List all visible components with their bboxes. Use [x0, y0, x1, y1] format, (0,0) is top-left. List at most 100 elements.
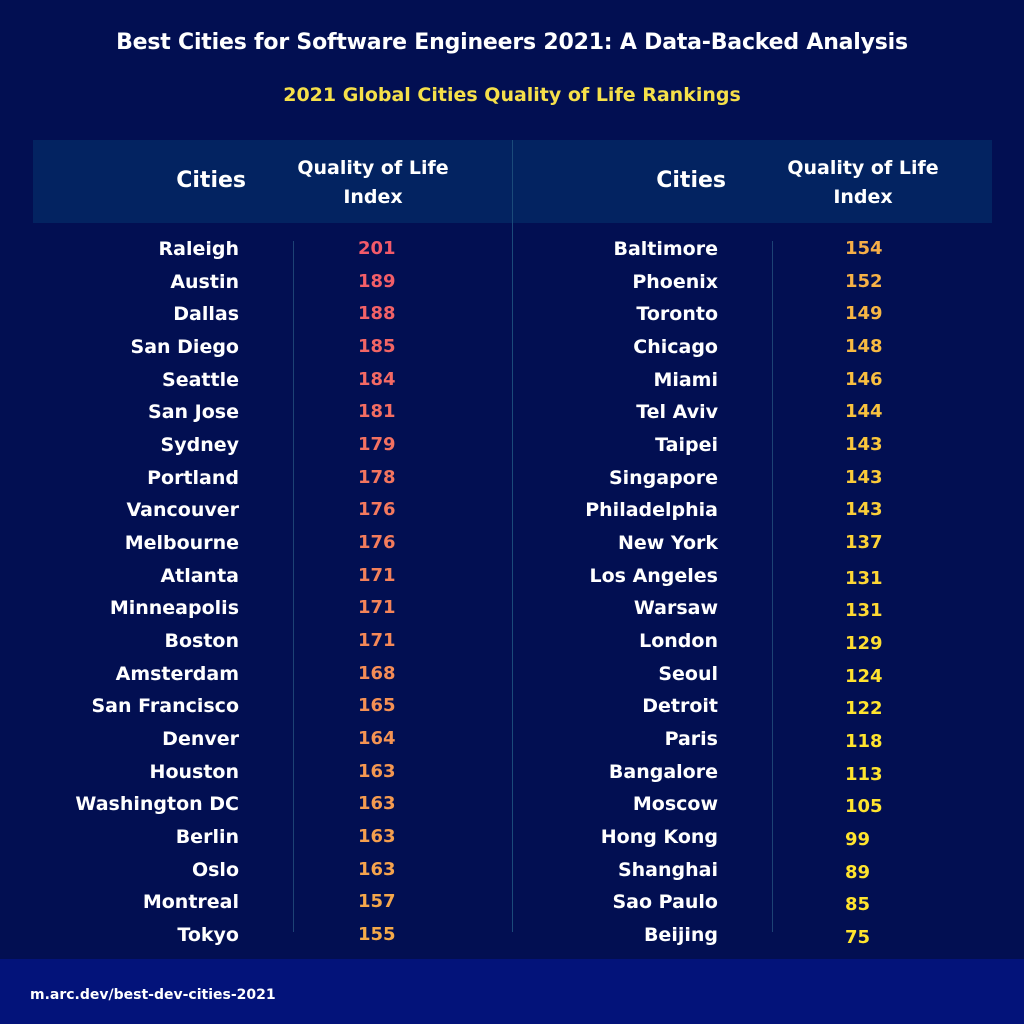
quality-of-life-value: 122 [845, 698, 883, 720]
quality-of-life-value: 168 [358, 662, 396, 684]
quality-of-life-value: 85 [845, 894, 871, 916]
quality-of-life-value: 163 [358, 858, 396, 880]
city-name: Montreal [142, 891, 239, 914]
city-name: Boston [164, 630, 239, 653]
quality-of-life-value: 176 [358, 532, 396, 554]
city-name: Shanghai [617, 858, 718, 881]
city-name: Houston [149, 760, 239, 783]
quality-of-life-value: 188 [358, 303, 396, 325]
city-name: Beijing [643, 924, 718, 947]
header-cities-right: Cities [656, 168, 726, 193]
quality-of-life-value: 129 [845, 633, 883, 655]
quality-of-life-value: 89 [845, 861, 871, 883]
quality-of-life-value: 178 [358, 466, 396, 488]
quality-of-life-value: 164 [358, 728, 396, 750]
quality-of-life-value: 105 [845, 796, 883, 818]
quality-of-life-value: 157 [358, 891, 396, 913]
city-name: Chicago [633, 336, 718, 358]
city-name: Phoenix [632, 270, 718, 293]
city-name: Toronto [636, 303, 718, 326]
city-name: Tel Aviv [636, 401, 718, 424]
quality-of-life-value: 154 [845, 238, 883, 259]
page-title: Best Cities for Software Engineers 2021:… [116, 30, 908, 55]
city-name: Amsterdam [115, 662, 239, 685]
city-name: Austin [170, 270, 239, 293]
quality-of-life-value: 143 [845, 466, 883, 488]
city-name: New York [617, 532, 718, 555]
quality-of-life-value: 146 [845, 368, 883, 390]
header-index-line2: Index [343, 186, 403, 208]
quality-of-life-value: 201 [358, 238, 396, 259]
city-name: Seoul [658, 662, 718, 685]
quality-of-life-value: 163 [358, 760, 396, 782]
quality-of-life-value: 163 [358, 826, 396, 848]
quality-of-life-value: 144 [845, 401, 883, 423]
city-name: Taipei [655, 434, 718, 457]
quality-of-life-value: 189 [358, 270, 396, 292]
city-name: Philadelphia [585, 499, 718, 522]
footer-url[interactable]: m.arc.dev/best-dev-cities-2021 [30, 987, 276, 1003]
city-name: Miami [653, 368, 718, 391]
city-name: Raleigh [158, 238, 240, 260]
quality-of-life-value: 143 [845, 434, 883, 456]
quality-of-life-value: 149 [845, 303, 883, 325]
header-index-line1: Quality of Life [787, 157, 939, 179]
header-cities-left: Cities [176, 168, 246, 193]
quality-of-life-value: 75 [845, 927, 871, 949]
quality-of-life-value: 171 [358, 597, 396, 619]
city-name: Bangalore [608, 760, 718, 783]
city-name: Baltimore [613, 238, 718, 260]
city-name: San Diego [130, 336, 239, 358]
quality-of-life-value: 148 [845, 336, 883, 357]
header-index-right: Quality of Life Index [768, 154, 958, 212]
quality-of-life-value: 171 [358, 630, 396, 652]
city-name: San Jose [148, 401, 239, 424]
city-name: Hong Kong [600, 826, 718, 849]
quality-of-life-value: 165 [358, 695, 396, 717]
city-name: Sao Paulo [612, 891, 718, 914]
quality-of-life-value: 163 [358, 793, 396, 815]
city-name: Paris [664, 728, 718, 751]
city-name: Los Angeles [589, 564, 718, 587]
quality-of-life-value: 99 [845, 829, 871, 851]
city-name: Dallas [173, 303, 239, 326]
quality-of-life-value: 176 [358, 499, 396, 521]
header-index-line2: Index [833, 186, 893, 208]
city-name: San Francisco [91, 695, 239, 718]
quality-of-life-value: 113 [845, 763, 883, 785]
quality-of-life-value: 143 [845, 499, 883, 521]
city-name: Sydney [160, 434, 239, 457]
city-name: Portland [147, 466, 239, 489]
city-name: Washington DC [75, 793, 239, 816]
quality-of-life-value: 124 [845, 665, 883, 687]
center-divider [512, 140, 513, 932]
quality-of-life-value: 118 [845, 731, 883, 753]
city-name: Oslo [191, 858, 239, 881]
left-column-divider [293, 241, 294, 932]
quality-of-life-value: 155 [358, 924, 396, 946]
header-index-left: Quality of Life Index [278, 154, 468, 212]
city-name: Minneapolis [109, 597, 239, 620]
city-name: Tokyo [177, 924, 239, 947]
city-name: London [639, 630, 718, 653]
city-name: Singapore [608, 466, 718, 489]
quality-of-life-value: 184 [358, 368, 396, 390]
quality-of-life-value: 152 [845, 270, 883, 292]
quality-of-life-value: 181 [358, 401, 396, 423]
city-name: Moscow [632, 793, 718, 816]
city-name: Denver [162, 728, 239, 751]
city-name: Melbourne [124, 532, 239, 555]
city-name: Seattle [162, 368, 239, 391]
header-index-line1: Quality of Life [297, 157, 449, 179]
city-name: Atlanta [160, 564, 239, 587]
quality-of-life-value: 171 [358, 564, 396, 586]
footer-bar: m.arc.dev/best-dev-cities-2021 [0, 959, 1024, 1024]
quality-of-life-value: 131 [845, 600, 883, 622]
quality-of-life-value: 137 [845, 532, 883, 554]
city-name: Warsaw [633, 597, 718, 620]
city-name: Berlin [175, 826, 239, 849]
quality-of-life-value: 179 [358, 434, 396, 456]
quality-of-life-value: 131 [845, 567, 883, 589]
quality-of-life-value: 185 [358, 336, 396, 357]
city-name: Vancouver [126, 499, 240, 522]
